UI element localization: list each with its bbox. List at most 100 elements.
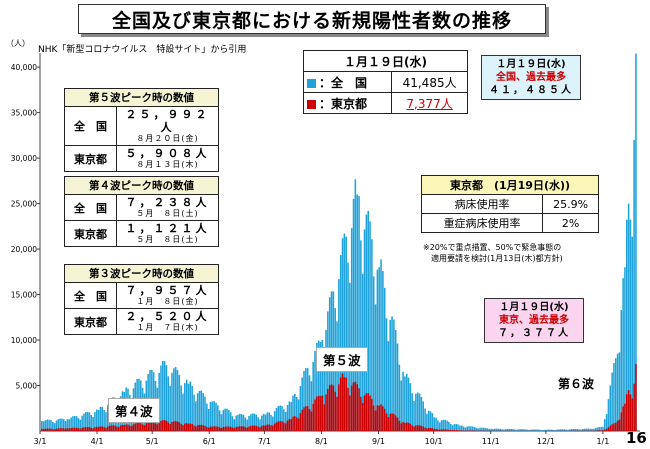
tokyo-bar [281,421,283,431]
national-bar [272,416,274,431]
national-bar [515,429,518,431]
tokyo-bar [328,385,331,431]
national-bar [281,405,283,431]
tokyo-bar [169,424,171,431]
tokyo-bar [257,426,259,431]
tokyo-bar [611,424,613,431]
national-bar [493,428,496,431]
national-bar [591,428,593,431]
tokyo-bar [55,428,58,431]
tokyo-bar [341,373,344,431]
peak4-national-date: ５月 ８日(土) [136,209,199,218]
tokyo-bar [607,427,610,431]
bed-rate-label: 病床使用率 [420,194,544,214]
tokyo-bar [141,424,144,431]
tokyo-bar [284,423,287,431]
bed-note-line2: 適用要請を検討(1月13日(木)都方針) [431,254,563,263]
national-bar [101,407,104,431]
page-title: 全国及び東京都における新規陽性者数の推移 [78,4,546,34]
peak5-national-label: 全 国 [64,106,117,146]
tokyo-bar [200,424,203,431]
peak4-tokyo-value: １，１２１人 [125,222,210,235]
tokyo-bar [297,418,300,431]
tokyo-bar [211,426,214,431]
x-tick-label: 10/1 [425,437,443,446]
national-bar [279,405,281,431]
tokyo-bar [396,417,399,431]
tokyo-bar [360,396,362,431]
national-bar [625,219,628,431]
national-bar [365,214,368,431]
tokyo-record-callout: １月１９日(水) 東京、過去最多 ７，３７７人 [484,298,584,343]
tokyo-bar [416,425,419,431]
tokyo-bar [151,421,153,431]
tokyo-bar [174,421,177,431]
x-tick-label: 6/1 [203,437,216,446]
peak4-national-value: ７，２３８人 [125,196,210,209]
tokyo-bar [295,417,298,431]
national-bar [387,341,390,431]
tokyo-bar [70,427,72,431]
tokyo-bar [277,421,280,431]
tokyo-bar [457,430,459,431]
peak5-tokyo-label: 東京都 [64,145,117,172]
national-bar [492,428,494,431]
tokyo-bar [154,423,157,431]
national-bar [481,427,483,431]
national-bar [231,416,234,431]
tokyo-bar [237,426,239,431]
tokyo-bar [451,430,454,431]
national-bar [383,287,386,431]
national-bar [165,365,168,431]
national-bar [528,429,531,431]
national-bar [495,428,498,431]
national-bar [97,410,100,431]
national-bar [618,352,621,431]
national-bar [393,319,395,431]
national-bar [341,238,344,431]
national-bar [75,416,78,431]
tokyo-bar [180,423,182,431]
tokyo-bar [72,427,74,431]
tokyo-bar [323,404,325,431]
national-bar [248,415,250,431]
national-bar [431,413,434,431]
tokyo-bar [52,428,54,431]
tokyo-bar [345,377,347,431]
national-bar [96,409,98,431]
national-bar [306,367,309,431]
tokyo-bar [631,398,634,431]
national-bar [449,423,452,431]
summary-national-label: ：全 国 [302,71,393,93]
national-bar [257,417,259,431]
national-bar [466,426,469,431]
national-bar [530,429,533,431]
national-bar [371,239,373,431]
tokyo-bar [112,425,115,431]
national-bar [352,198,355,431]
tokyo-bar [266,424,269,431]
national-bar [479,427,481,431]
tokyo-bar [627,390,630,431]
tokyo-bar [244,427,247,431]
national-bar [303,370,305,431]
national-bar [209,401,212,431]
tokyo-bar [42,428,45,431]
national-bar [275,408,278,431]
tokyo-bar [616,420,619,431]
national-bar [482,427,485,431]
tokyo-bar [383,408,386,431]
tokyo-bar [424,427,426,431]
tokyo-callout-date: １月１９日(水) [499,302,569,313]
national-bar [409,383,412,431]
national-bar [536,429,538,431]
national-bar [50,420,52,431]
tokyo-bar [279,421,281,431]
tokyo-bar [63,428,65,431]
tokyo-bar [272,425,274,431]
tokyo-bar [176,421,179,431]
tokyo-bar [107,426,109,431]
summary-tokyo-value: 7,377人 [391,92,468,114]
tokyo-bar [301,409,303,431]
national-bar [290,401,292,431]
